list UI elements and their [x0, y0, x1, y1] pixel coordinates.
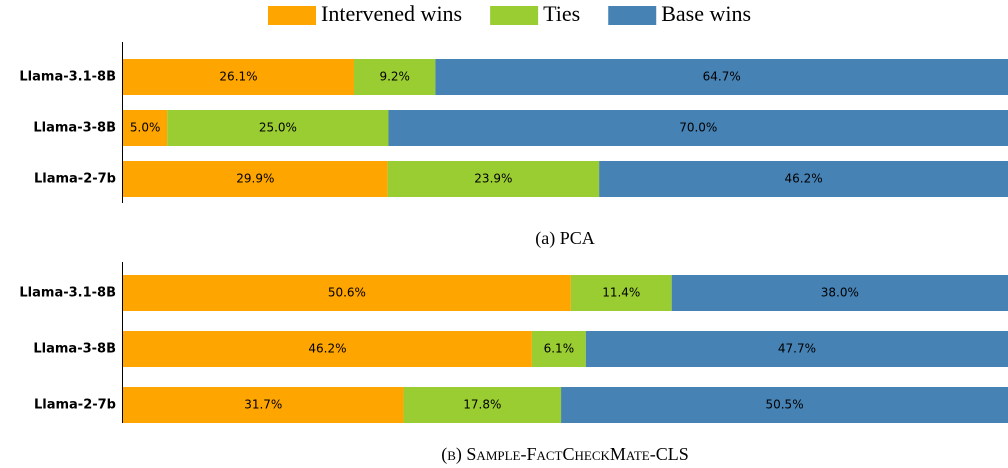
bar-segment — [388, 110, 1008, 146]
bar-segment — [585, 331, 1008, 367]
value-label: 17.8% — [463, 398, 501, 412]
bar-segment — [167, 110, 389, 146]
y-tick-label: Llama-2-7b — [34, 398, 116, 413]
caption: (a) PCA — [535, 228, 595, 249]
value-label: 26.1% — [219, 70, 257, 84]
bar-segment — [561, 387, 1008, 423]
legend-label: Base wins — [661, 1, 751, 26]
y-tick-label: Llama-3.1-8B — [19, 286, 116, 301]
value-label: 38.0% — [821, 286, 859, 300]
value-label: 29.9% — [236, 172, 274, 186]
bar-segment — [123, 331, 532, 367]
value-label: 25.0% — [259, 121, 297, 135]
bar-segment — [123, 387, 404, 423]
legend-swatch — [268, 6, 316, 25]
value-label: 50.5% — [765, 398, 803, 412]
value-label: 70.0% — [679, 121, 717, 135]
value-label: 31.7% — [244, 398, 282, 412]
y-tick-label: Llama-3.1-8B — [19, 70, 116, 85]
value-label: 5.0% — [130, 121, 161, 135]
legend-label: Intervened wins — [321, 1, 462, 26]
bar-segment — [570, 275, 672, 311]
bar-segment — [123, 59, 354, 95]
bar-segment — [387, 161, 600, 197]
bar-segment — [123, 110, 168, 146]
bar-segment — [599, 161, 1008, 197]
value-label: 50.6% — [328, 286, 366, 300]
bar-segment — [531, 331, 586, 367]
y-tick-label: Llama-2-7b — [34, 172, 116, 187]
bar-segment — [123, 275, 571, 311]
y-tick-label: Llama-3-8B — [33, 121, 116, 136]
value-label: 46.2% — [308, 342, 346, 356]
legend-swatch — [608, 6, 657, 25]
value-label: 64.7% — [703, 70, 741, 84]
value-label: 23.9% — [474, 172, 512, 186]
value-label: 46.2% — [785, 172, 823, 186]
bar-segment — [435, 59, 1008, 95]
bar-segment — [123, 161, 388, 197]
legend-label: Ties — [543, 1, 580, 26]
bar-segment — [353, 59, 436, 95]
bar-segment — [403, 387, 562, 423]
value-label: 6.1% — [544, 342, 575, 356]
legend-swatch — [490, 6, 539, 25]
bar-segment — [671, 275, 1008, 311]
value-label: 47.7% — [778, 342, 816, 356]
caption: (b) Sample-FactCheckMate-CLS — [441, 444, 688, 465]
value-label: 9.2% — [379, 70, 410, 84]
value-label: 11.4% — [602, 286, 640, 300]
y-tick-label: Llama-3-8B — [33, 342, 116, 357]
